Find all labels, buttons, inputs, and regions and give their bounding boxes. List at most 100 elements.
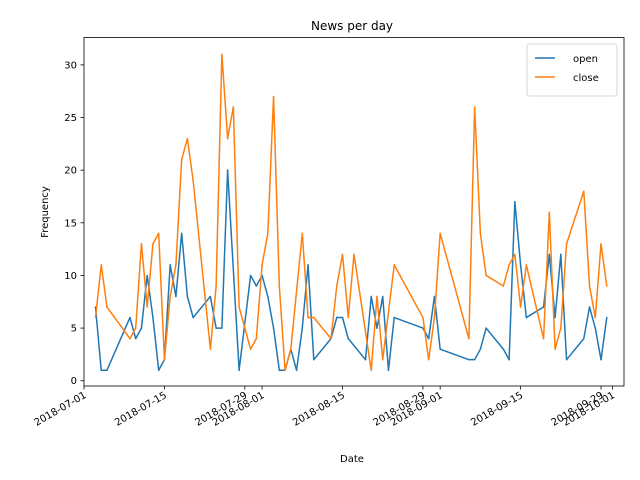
data-point-close — [479, 232, 482, 235]
data-point-open — [301, 327, 304, 329]
data-point-close — [542, 337, 545, 340]
data-point-close — [163, 358, 166, 361]
data-point-open — [554, 316, 556, 319]
data-point-close — [594, 316, 597, 319]
data-point-open — [209, 295, 212, 298]
data-point-open — [370, 295, 372, 298]
data-point-close — [370, 369, 372, 371]
data-point-open — [226, 169, 229, 171]
data-point-open — [502, 348, 505, 350]
data-point-open — [175, 295, 177, 298]
data-point-open — [238, 369, 240, 371]
data-point-close — [313, 316, 315, 319]
data-point-open — [336, 316, 338, 319]
data-point-open — [255, 285, 258, 287]
data-point-close — [508, 264, 510, 266]
data-point-close — [606, 285, 608, 287]
data-point-close — [301, 232, 304, 235]
data-point-open — [439, 348, 441, 350]
x-axis-label: Date — [340, 454, 364, 465]
data-point-close — [583, 190, 585, 192]
data-point-close — [554, 348, 556, 350]
data-point-close — [588, 285, 591, 287]
data-point-open — [548, 253, 551, 256]
data-point-open — [180, 232, 183, 235]
data-point-close — [278, 285, 281, 287]
data-point-close — [353, 253, 355, 256]
data-point-open — [140, 327, 143, 329]
data-point-close — [473, 106, 476, 108]
data-point-open — [433, 295, 436, 298]
data-point-close — [192, 179, 194, 182]
data-point-open — [249, 274, 252, 277]
data-point-close — [439, 232, 441, 235]
data-point-close — [422, 316, 424, 319]
data-point-open — [519, 264, 522, 266]
data-point-close — [525, 264, 528, 266]
data-point-open — [215, 327, 217, 329]
data-point-open — [606, 316, 608, 319]
data-point-open — [588, 306, 591, 308]
y-tick-label: 30 — [64, 60, 77, 71]
data-point-open — [129, 316, 131, 319]
data-point-open — [313, 358, 315, 361]
series-line-close — [94, 53, 608, 371]
y-tick-label: 10 — [64, 271, 77, 282]
data-point-close — [226, 137, 229, 140]
data-point-close — [249, 348, 252, 350]
data-point-open — [473, 358, 476, 361]
data-point-open — [479, 348, 482, 350]
data-point-open — [364, 358, 367, 361]
data-point-open — [565, 358, 568, 361]
data-point-close — [600, 243, 602, 245]
data-point-close — [129, 337, 131, 340]
data-point-open — [427, 337, 430, 340]
data-point-close — [307, 316, 309, 319]
data-point-close — [232, 106, 235, 108]
data-point-open — [422, 327, 424, 329]
data-point-close — [94, 316, 97, 319]
data-point-close — [215, 285, 217, 287]
series-layer — [94, 53, 608, 371]
y-tick-label: 25 — [64, 113, 77, 124]
y-tick-label: 20 — [64, 166, 77, 177]
legend-label-close: close — [573, 73, 599, 84]
data-point-open — [347, 337, 350, 340]
data-point-open — [169, 264, 171, 266]
data-point-close — [376, 295, 378, 298]
legend: open close — [526, 43, 618, 97]
data-point-close — [330, 337, 332, 340]
plot-area-frame — [83, 37, 625, 387]
data-point-close — [106, 306, 108, 308]
data-point-open — [468, 358, 470, 361]
data-point-close — [519, 306, 522, 308]
data-point-close — [468, 337, 470, 340]
data-point-close — [284, 369, 286, 371]
data-point-close — [485, 274, 487, 277]
data-point-close — [255, 337, 258, 340]
data-point-open — [393, 316, 395, 319]
data-point-open — [485, 327, 487, 329]
data-point-open — [272, 327, 275, 329]
data-point-close — [152, 243, 154, 245]
data-point-open — [387, 369, 390, 371]
data-point-close — [560, 327, 562, 329]
legend-frame — [526, 43, 618, 97]
data-point-open — [341, 316, 344, 319]
legend-label-open: open — [573, 54, 598, 65]
data-point-close — [267, 232, 269, 235]
data-point-close — [140, 243, 143, 245]
data-point-close — [186, 137, 189, 140]
y-tick-label: 0 — [71, 376, 77, 387]
data-point-close — [100, 264, 102, 266]
data-point-open — [508, 358, 510, 361]
data-point-open — [594, 327, 597, 329]
data-point-open — [152, 316, 154, 319]
data-point-close — [341, 253, 344, 256]
data-point-close — [514, 253, 516, 256]
data-point-close — [169, 295, 171, 298]
data-point-open — [278, 369, 281, 371]
data-point-open — [267, 295, 269, 298]
data-point-close — [433, 316, 436, 319]
